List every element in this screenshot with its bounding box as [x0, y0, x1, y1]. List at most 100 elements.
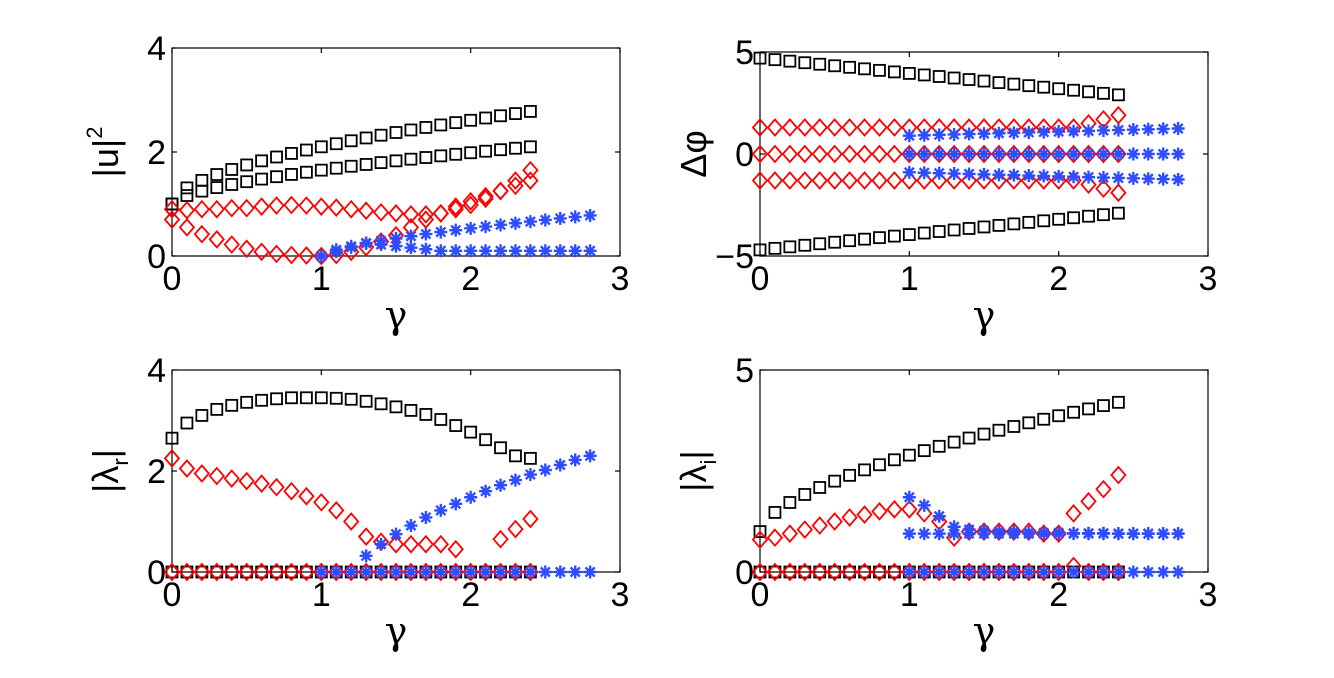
- data-point-star: [449, 565, 463, 579]
- data-point-star: [1111, 147, 1125, 161]
- data-point-star: [1096, 123, 1110, 137]
- data-point-diamond: [417, 562, 435, 582]
- data-point-square: [180, 416, 194, 430]
- data-point-diamond: [507, 562, 524, 582]
- data-point-square: [314, 140, 328, 154]
- data-point-diamond: [916, 504, 933, 523]
- data-point-square: [888, 65, 901, 79]
- data-point-diamond: [462, 195, 479, 215]
- data-point-diamond: [1065, 144, 1082, 164]
- axes-frame: [759, 369, 1209, 573]
- data-point-square: [299, 391, 313, 405]
- data-point-diamond: [223, 235, 240, 254]
- x-tick-label: 3: [611, 260, 630, 298]
- data-point-star: [1171, 565, 1185, 579]
- data-point-diamond: [751, 530, 769, 550]
- y-axis-label: |λr|: [85, 449, 133, 493]
- data-point-square: [1052, 82, 1066, 96]
- data-point-star: [583, 565, 597, 579]
- data-point-diamond: [328, 198, 345, 218]
- data-point-diamond: [781, 524, 799, 543]
- data-point-star: [479, 220, 493, 234]
- data-point-star: [932, 509, 946, 523]
- data-point-star: [464, 221, 478, 235]
- data-point-star: [902, 490, 916, 504]
- data-point-diamond: [751, 171, 769, 190]
- data-point-diamond: [901, 562, 918, 582]
- data-point-star: [947, 127, 961, 141]
- data-point-star: [508, 216, 522, 230]
- subplot-bottom-right: 0 1 2 3 0 5 γ |λi|: [673, 352, 1217, 653]
- data-point-square: [479, 433, 493, 447]
- data-point-square: [1112, 206, 1125, 220]
- data-point-square: [344, 159, 358, 173]
- y-tick-label: 0: [147, 238, 166, 276]
- data-point-diamond: [1110, 144, 1127, 164]
- x-tick-label: 1: [900, 260, 919, 298]
- data-point-star: [389, 231, 403, 245]
- data-point-square: [783, 565, 797, 579]
- data-point-star: [962, 127, 976, 141]
- data-point-star: [992, 565, 1006, 579]
- data-point-square: [210, 565, 224, 579]
- data-point-diamond: [826, 512, 843, 531]
- data-point-star: [947, 167, 961, 181]
- data-point-star: [992, 147, 1006, 161]
- data-point-star: [1067, 170, 1081, 184]
- data-point-square: [419, 151, 433, 164]
- data-point-star: [314, 249, 328, 263]
- data-point-diamond: [402, 562, 420, 582]
- data-point-square: [509, 449, 522, 463]
- data-point-square: [813, 481, 827, 494]
- data-point-diamond: [766, 528, 784, 548]
- data-point-diamond: [193, 464, 211, 483]
- data-point-diamond: [492, 181, 509, 201]
- data-point-diamond: [357, 527, 375, 547]
- data-point-square: [1112, 88, 1125, 102]
- data-point-diamond: [193, 199, 211, 219]
- data-point-diamond: [1020, 562, 1037, 582]
- data-point-star: [374, 565, 388, 579]
- data-point-star: [314, 565, 328, 579]
- data-point-diamond: [796, 144, 813, 164]
- data-point-square: [917, 444, 931, 458]
- series-star: [314, 236, 597, 263]
- data-point-star: [434, 225, 448, 239]
- data-point-square: [768, 506, 782, 519]
- data-point-square: [344, 392, 358, 406]
- data-point-star: [1022, 147, 1036, 161]
- data-point-square: [165, 431, 179, 445]
- data-point-diamond: [886, 562, 903, 582]
- data-point-diamond: [1050, 144, 1067, 164]
- data-point-diamond: [372, 562, 390, 582]
- data-point-diamond: [387, 562, 405, 582]
- data-point-square: [449, 419, 463, 432]
- data-point-square: [494, 441, 507, 455]
- data-point-star: [344, 565, 358, 579]
- data-point-diamond: [751, 562, 769, 582]
- data-point-diamond: [1080, 491, 1097, 511]
- data-point-diamond: [916, 144, 933, 164]
- data-point-star: [538, 565, 552, 579]
- data-point-diamond: [1080, 144, 1097, 164]
- data-point-square: [843, 60, 856, 74]
- data-point-star: [1141, 122, 1155, 136]
- data-point-star: [1037, 147, 1051, 161]
- data-point-diamond: [507, 519, 524, 539]
- data-point-diamond: [1095, 479, 1112, 499]
- data-point-diamond: [447, 199, 464, 219]
- data-point-diamond: [522, 160, 539, 180]
- data-point-diamond: [1110, 465, 1127, 485]
- data-point-star: [1156, 172, 1170, 186]
- data-point-diamond: [417, 210, 435, 229]
- series-diamond: [163, 562, 539, 582]
- data-point-square: [1022, 416, 1036, 430]
- data-point-star: [1022, 125, 1036, 139]
- series-diamond: [751, 144, 1127, 164]
- data-point-square: [314, 391, 328, 405]
- data-point-diamond: [253, 474, 270, 493]
- data-point-diamond: [781, 562, 799, 582]
- y-tick-label: 5: [735, 34, 754, 72]
- series-square: [165, 391, 537, 465]
- data-point-star: [1037, 125, 1051, 139]
